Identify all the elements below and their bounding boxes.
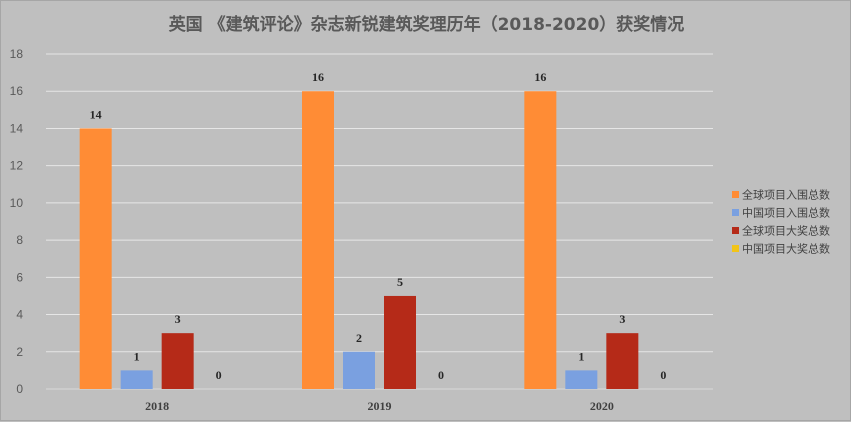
data-label-2018-series-0: 14 bbox=[90, 107, 102, 121]
legend-label-0: 全球项目入围总数 bbox=[742, 188, 830, 202]
data-label-2019-series-1: 2 bbox=[356, 331, 362, 345]
legend-swatch-1 bbox=[732, 209, 739, 216]
data-label-2019-series-2: 5 bbox=[397, 275, 403, 289]
y-tick-label-12: 12 bbox=[10, 159, 24, 173]
data-label-2019-series-0: 16 bbox=[312, 70, 324, 84]
bar-2020-series-2 bbox=[606, 333, 639, 389]
data-label-2019-series-3: 0 bbox=[438, 368, 444, 382]
y-tick-label-16: 16 bbox=[10, 84, 24, 98]
bar-2018-series-2 bbox=[161, 333, 194, 389]
y-tick-label-14: 14 bbox=[10, 121, 24, 135]
y-tick-label-18: 18 bbox=[10, 47, 24, 61]
data-label-2020-series-2: 3 bbox=[619, 312, 625, 326]
data-label-2020-series-0: 16 bbox=[534, 70, 546, 84]
x-tick-label-2018: 2018 bbox=[145, 399, 169, 413]
y-tick-label-2: 2 bbox=[16, 345, 23, 359]
y-tick-label-4: 4 bbox=[16, 308, 23, 322]
x-tick-label-2020: 2020 bbox=[590, 399, 614, 413]
y-tick-label-8: 8 bbox=[16, 233, 23, 247]
bar-2020-series-1 bbox=[565, 370, 598, 389]
y-tick-label-6: 6 bbox=[16, 270, 23, 284]
legend-label-2: 全球项目大奖总数 bbox=[742, 224, 830, 238]
data-label-2020-series-3: 0 bbox=[660, 368, 666, 382]
chart-title: 英国 《建筑评论》杂志新锐建筑奖理历年（2018-2020）获奖情况 bbox=[168, 15, 685, 35]
y-tick-label-0: 0 bbox=[16, 382, 23, 396]
data-label-2018-series-1: 1 bbox=[134, 349, 140, 363]
bar-2018-series-0 bbox=[79, 128, 112, 389]
bar-2019-series-2 bbox=[384, 295, 416, 389]
data-label-2020-series-1: 1 bbox=[578, 349, 584, 363]
legend-label-3: 中国项目大奖总数 bbox=[742, 242, 830, 256]
legend-swatch-3 bbox=[732, 245, 739, 252]
legend-swatch-0 bbox=[732, 191, 739, 198]
y-tick-label-10: 10 bbox=[10, 196, 24, 210]
legend-swatch-2 bbox=[732, 227, 739, 234]
legend-label-1: 中国项目入围总数 bbox=[742, 206, 830, 220]
data-label-2018-series-2: 3 bbox=[175, 312, 181, 326]
bar-2019-series-0 bbox=[302, 91, 334, 389]
x-tick-label-2019: 2019 bbox=[368, 399, 392, 413]
bar-2019-series-1 bbox=[343, 351, 375, 389]
bar-2018-series-1 bbox=[120, 370, 153, 389]
bar-2020-series-0 bbox=[524, 91, 557, 389]
data-label-2018-series-3: 0 bbox=[216, 368, 222, 382]
